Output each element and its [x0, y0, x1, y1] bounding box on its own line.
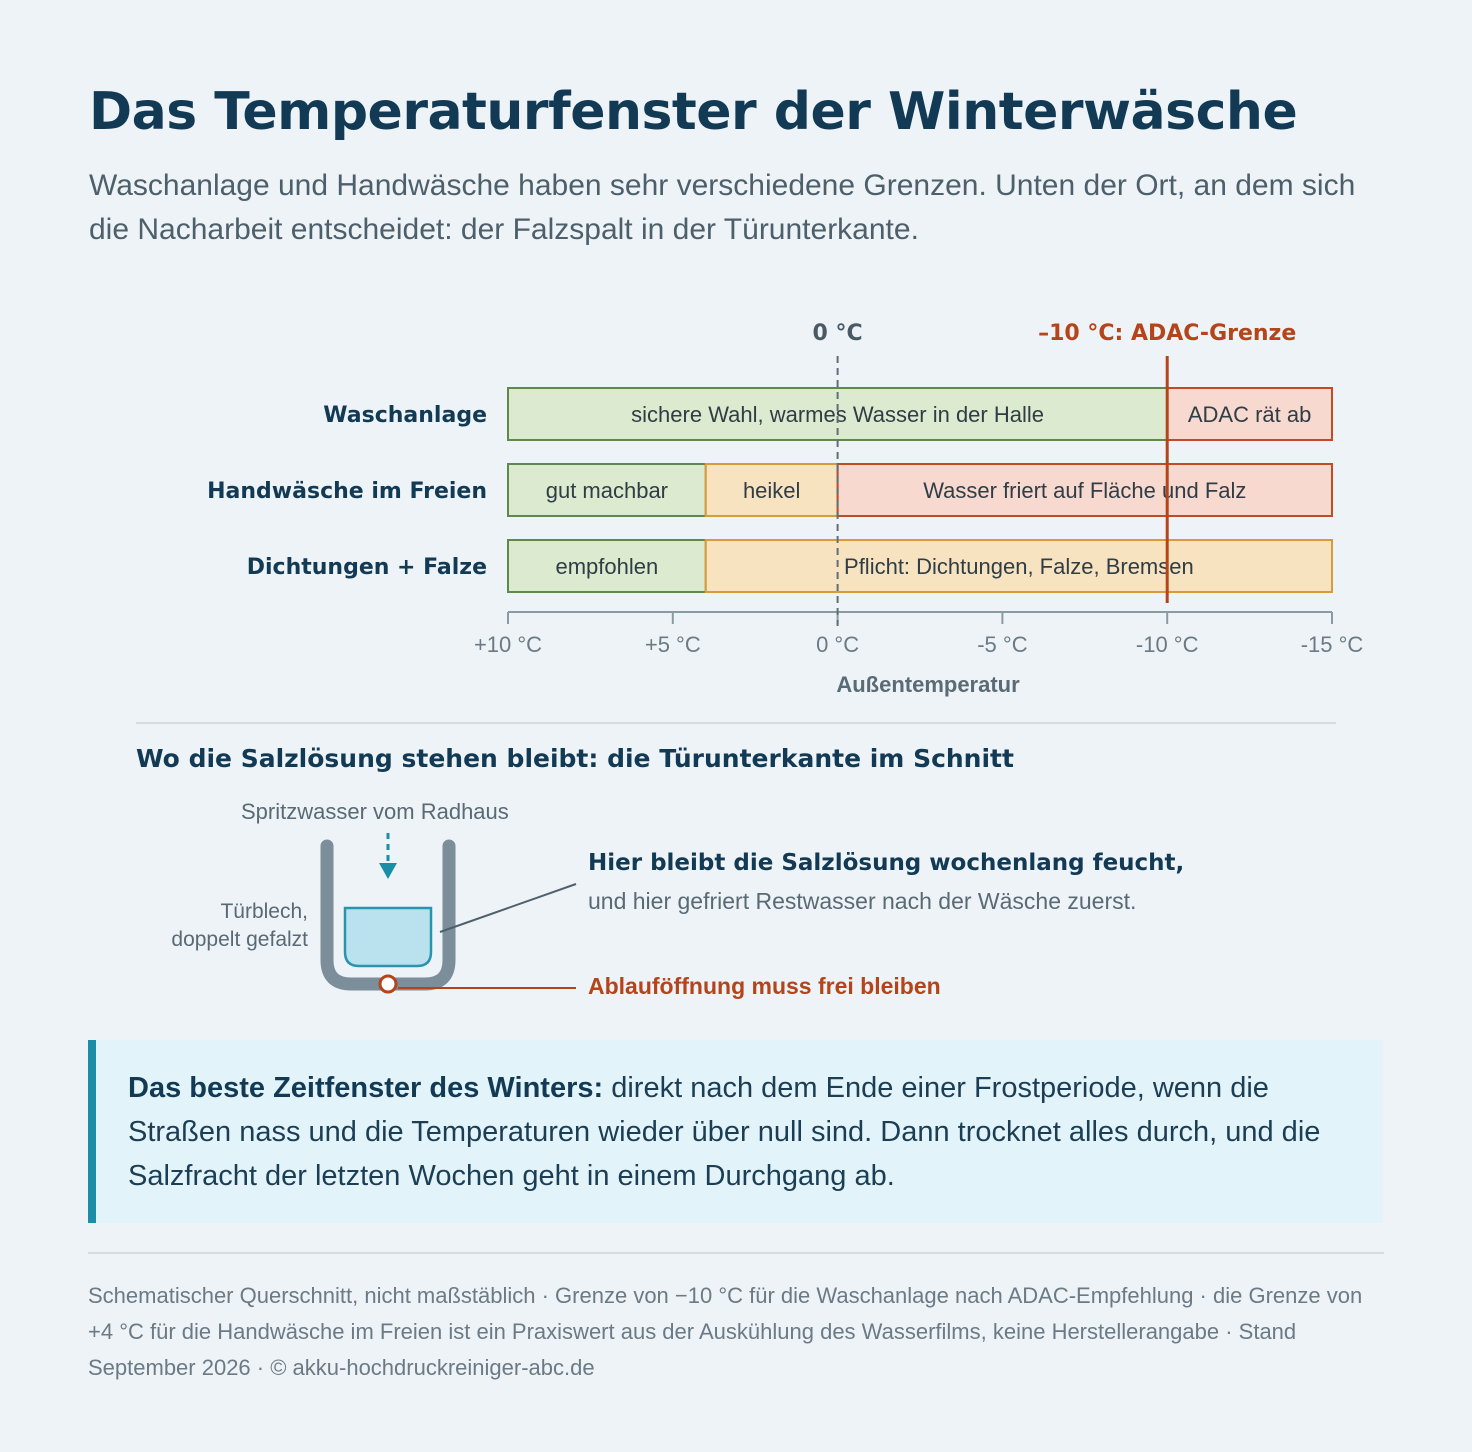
callout-leader-line — [439, 883, 577, 933]
row-label-waschanlage: Waschanlage — [323, 403, 487, 428]
drain-label: Ablauföffnung muss frei bleiben — [588, 973, 941, 999]
footer-note: Schematischer Querschnitt, nicht maßstäb… — [88, 1283, 1363, 1380]
bar-segment-label-dichtungen-falze-0: empfohlen — [556, 554, 659, 579]
x-axis-label: Außentemperatur — [836, 672, 1020, 697]
callout-heading: Hier bleibt die Salzlösung wochenlang fe… — [588, 850, 1185, 876]
bar-segment-handwäsche-im-freien-2 — [836, 463, 1333, 517]
x-tick-label: -5 °C — [977, 632, 1027, 657]
sheet-label: Türblech, doppelt gefalzt — [130, 898, 308, 954]
footer-divider — [88, 1252, 1384, 1254]
sheet-label-line1: Türblech, — [220, 900, 308, 923]
bar-segment-label-handwäsche-im-freien-1: heikel — [743, 478, 800, 503]
bar-segment-label-dichtungen-falze-1: Pflicht: Dichtungen, Falze, Bremsen — [844, 554, 1194, 579]
x-tick-label: +10 °C — [474, 632, 542, 657]
bar-segment-waschanlage-1 — [1166, 387, 1333, 441]
section-title: Wo die Salzlösung stehen bleibt: die Tür… — [136, 744, 1014, 773]
bar-segment-handwäsche-im-freien-1 — [704, 463, 839, 517]
row-label-dichtungen-falze: Dichtungen + Falze — [247, 555, 487, 580]
spray-arrow-icon — [379, 833, 397, 879]
x-tick-label: +5 °C — [645, 632, 701, 657]
drain-opening-icon — [378, 974, 398, 994]
x-tick-label: -15 °C — [1301, 632, 1364, 657]
tip-text: direkt nach dem Ende einer Frostperiode,… — [128, 1072, 1321, 1192]
x-tick-label: 0 °C — [816, 632, 859, 657]
bar-segment-label-handwäsche-im-freien-2: Wasser friert auf Fläche und Falz — [923, 478, 1246, 503]
adac-limit-label: –10 °C: ADAC-Grenze — [1038, 321, 1296, 346]
door-cross-section-diagram — [320, 833, 577, 994]
bar-segment-handwäsche-im-freien-0 — [507, 463, 707, 517]
section-divider — [136, 722, 1336, 724]
x-tick-label: -10 °C — [1136, 632, 1199, 657]
temperature-window-chart: Waschanlage sichere Wahl, warmes Wasser i… — [207, 321, 1364, 697]
row-label-handwäsche-im-freien: Handwäsche im Freien — [207, 479, 487, 504]
callout-text: und hier gefriert Restwasser nach der Wä… — [588, 888, 1137, 914]
spray-label: Spritzwasser vom Radhaus — [241, 799, 509, 824]
zero-degree-label: 0 °C — [813, 321, 863, 346]
bar-segment-label-waschanlage-1: ADAC rät ab — [1188, 402, 1312, 427]
tip-box: Das beste Zeitfenster des Winters: direk… — [88, 1040, 1383, 1223]
bar-segment-dichtungen-falze-0 — [507, 539, 707, 593]
bar-segment-dichtungen-falze-1 — [704, 539, 1333, 593]
sheet-label-line2: doppelt gefalzt — [171, 928, 308, 951]
salt-solution-pool — [343, 906, 433, 968]
bar-segment-label-handwäsche-im-freien-0: gut machbar — [546, 478, 668, 503]
page-subtitle: Waschanlage und Handwäsche haben sehr ve… — [89, 169, 1356, 246]
tip-heading: Das beste Zeitfenster des Winters: — [128, 1072, 604, 1104]
page-title: Das Temperaturfenster der Winterwäsche — [89, 82, 1298, 142]
